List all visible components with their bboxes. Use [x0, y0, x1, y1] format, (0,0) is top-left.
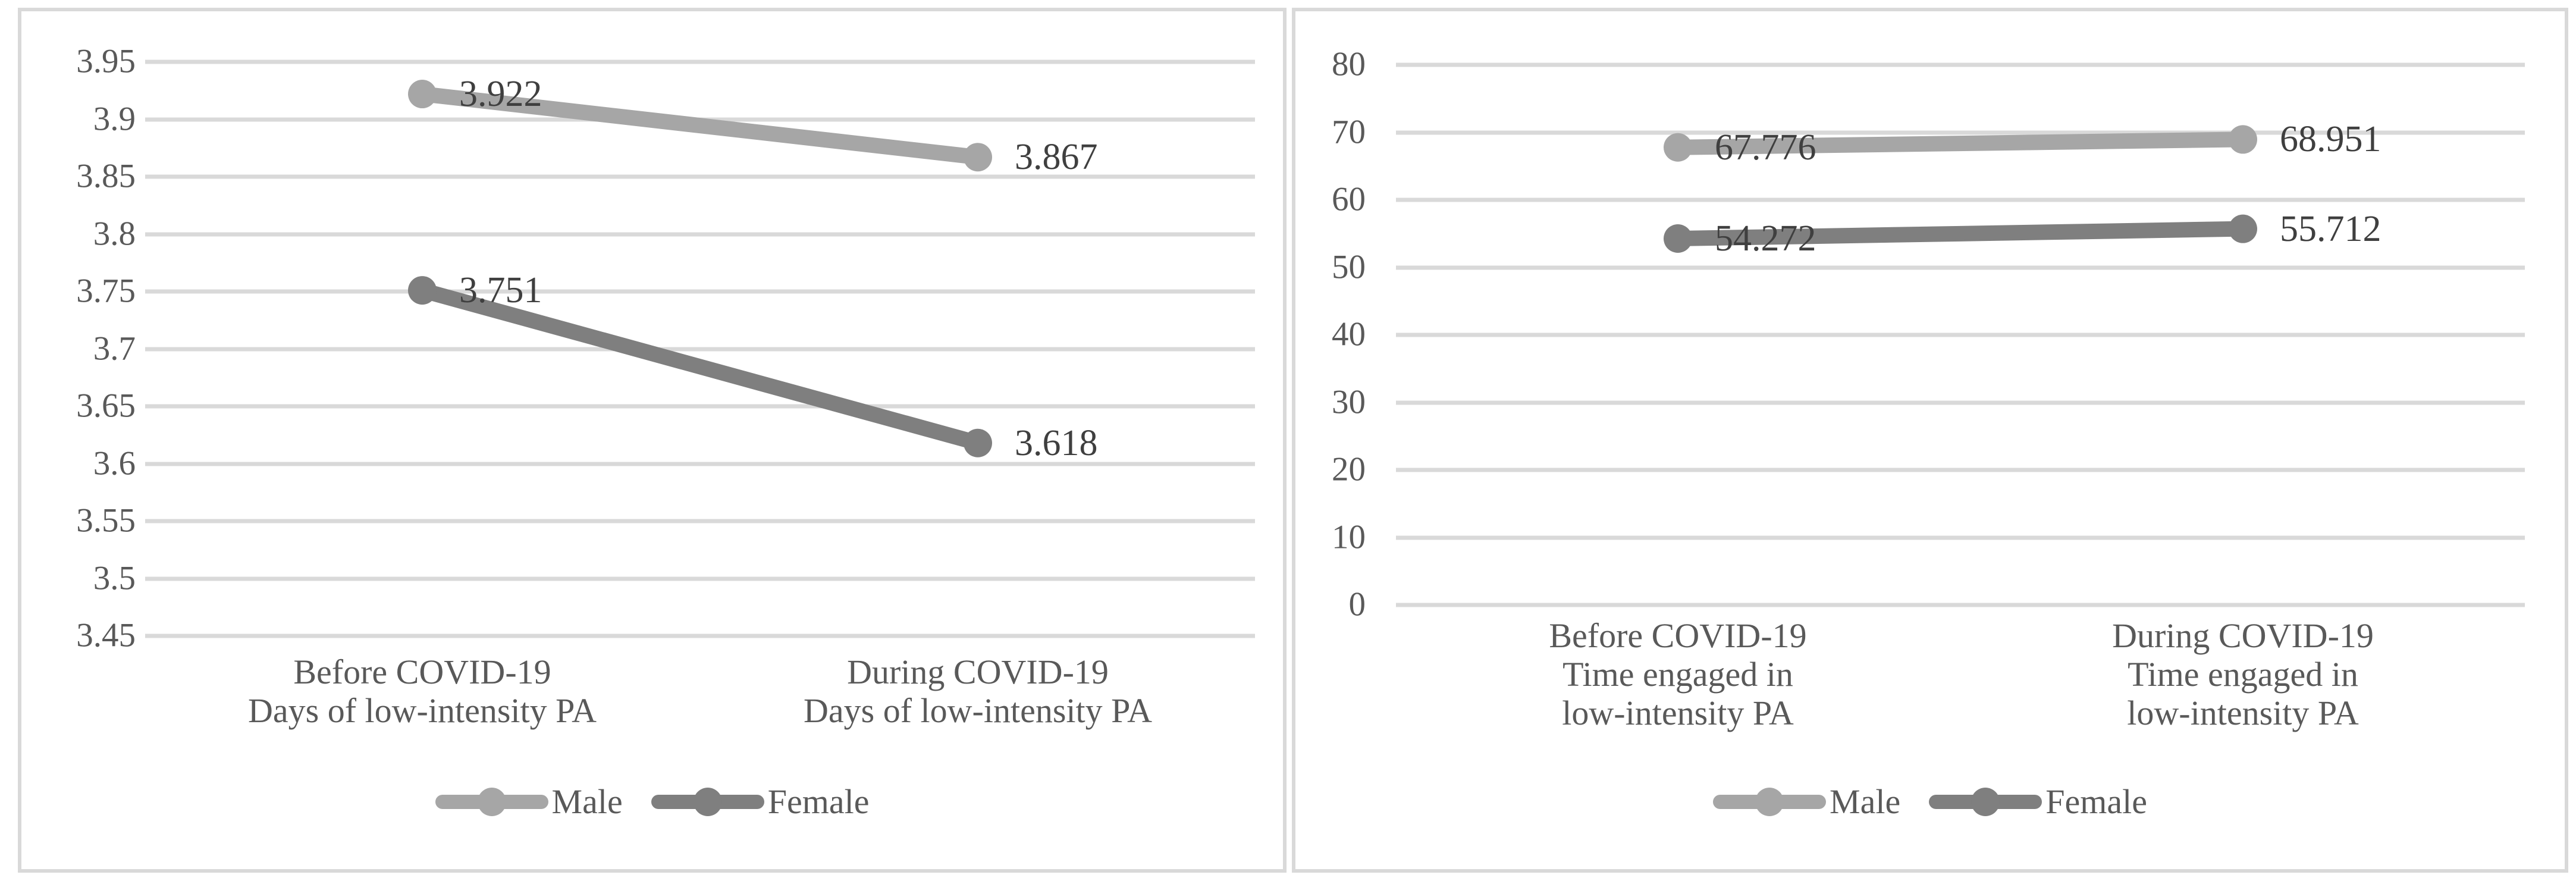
right-chart-data-point-label-female: 55.712: [2280, 208, 2382, 249]
left-chart-x-category-label: Before COVID-19 Days of low-intensity PA: [95, 653, 749, 730]
female-legend-line-marker-icon: [651, 788, 764, 816]
left-chart-x-category-label-line: Before COVID-19: [293, 653, 551, 691]
right-chart-y-tick-label: 50: [1332, 247, 1366, 286]
left-chart-data-point-label-male: 3.867: [1015, 137, 1098, 178]
left-chart-gridline: [145, 634, 1255, 638]
right-chart-legend: Male Female: [1292, 784, 2568, 820]
right-chart-x-category-label: Before COVID-19 Time engaged in low-intens…: [1351, 616, 2005, 733]
right-chart-legend-item-male: Male: [1713, 784, 1900, 820]
right-chart-gridline: [1396, 603, 2525, 607]
right-chart-x-category-label: During COVID-19 Time engaged in low-intens…: [1916, 616, 2570, 733]
left-chart-legend-item-female: Female: [651, 782, 870, 821]
left-chart-data-point-label-female: 3.751: [459, 270, 542, 311]
left-chart-y-tick-label: 3.8: [93, 214, 136, 252]
right-chart-y-tick-label: 60: [1332, 180, 1366, 218]
right-chart-y-tick-label: 10: [1332, 518, 1366, 556]
left-chart-x-category-label-line: Days of low-intensity PA: [804, 691, 1152, 730]
right-chart-data-point-label-male: 68.951: [2280, 119, 2382, 160]
right-chart-data-point-label-female: 54.272: [1715, 218, 1816, 259]
left-chart-y-tick-label: 3.45: [76, 616, 136, 654]
left-chart-y-tick-label: 3.55: [76, 501, 136, 540]
right-chart-gridline: [1396, 333, 2525, 337]
right-chart-data-point-label-male: 67.776: [1715, 127, 1816, 168]
right-chart-y-tick-label: 20: [1332, 450, 1366, 488]
left-chart-legend-label-male: Male: [551, 782, 623, 821]
left-chart-gridline: [145, 59, 1255, 64]
right-chart-y-tick-label: 80: [1332, 45, 1366, 83]
right-chart-legend-label-male: Male: [1830, 782, 1901, 821]
right-chart-y-tick-label: 40: [1332, 315, 1366, 353]
left-chart-y-tick-label: 3.6: [93, 444, 136, 482]
right-chart-x-category-label-line: Before COVID-19: [1549, 616, 1807, 655]
left-chart-legend-item-male: Male: [435, 784, 623, 820]
right-chart-legend-label-female: Female: [2045, 782, 2147, 821]
left-chart-gridline: [145, 174, 1255, 179]
left-chart-legend: Male Female: [18, 784, 1287, 820]
male-legend-line-marker-icon: [1713, 788, 1827, 816]
right-chart-y-tick-label: 30: [1332, 383, 1366, 421]
left-chart-x-category-label-line: Days of low-intensity PA: [248, 691, 597, 730]
left-chart-y-tick-label: 3.65: [76, 387, 136, 425]
right-chart-gridline: [1396, 197, 2525, 202]
right-chart-y-tick-label: 0: [1348, 585, 1366, 623]
left-chart-data-point-label-male: 3.922: [459, 74, 542, 115]
left-chart-y-tick-label: 3.7: [93, 329, 136, 367]
right-chart-x-category-label-line: low-intensity PA: [2127, 693, 2359, 732]
left-chart-y-tick-label: 3.75: [76, 272, 136, 310]
left-chart-gridline: [145, 519, 1255, 523]
right-chart-gridline: [1396, 535, 2525, 540]
left-chart-y-tick-label: 3.95: [76, 42, 136, 80]
left-chart-y-tick-label: 3.9: [93, 99, 136, 137]
right-chart-x-category-label-line: low-intensity PA: [1562, 693, 1794, 732]
left-chart-y-tick-label: 3.85: [76, 157, 136, 195]
right-chart-gridline: [1396, 400, 2525, 405]
right-chart-x-category-label-line: Time engaged in: [1562, 654, 1793, 694]
left-chart-gridline: [145, 232, 1255, 236]
left-chart-x-category-label: During COVID-19 Days of low-intensity PA: [651, 653, 1305, 730]
right-chart-y-tick-label: 70: [1332, 112, 1366, 151]
right-chart-legend-item-female: Female: [1929, 784, 2147, 820]
left-chart-gridline: [145, 462, 1255, 466]
left-chart-y-tick-label: 3.5: [93, 559, 136, 597]
right-chart-gridline: [1396, 468, 2525, 472]
female-legend-line-marker-icon: [1929, 788, 2042, 816]
right-chart-x-category-label-line: During COVID-19: [2112, 616, 2374, 655]
right-chart-gridline: [1396, 265, 2525, 269]
left-chart-legend-label-female: Female: [767, 782, 870, 821]
male-legend-line-marker-icon: [435, 788, 548, 816]
left-chart-x-category-label-line: During COVID-19: [847, 653, 1109, 691]
right-chart-gridline: [1396, 62, 2525, 67]
left-chart-gridline: [145, 576, 1255, 581]
left-chart-data-point-label-female: 3.618: [1015, 422, 1098, 463]
right-chart-x-category-label-line: Time engaged in: [2128, 654, 2358, 694]
